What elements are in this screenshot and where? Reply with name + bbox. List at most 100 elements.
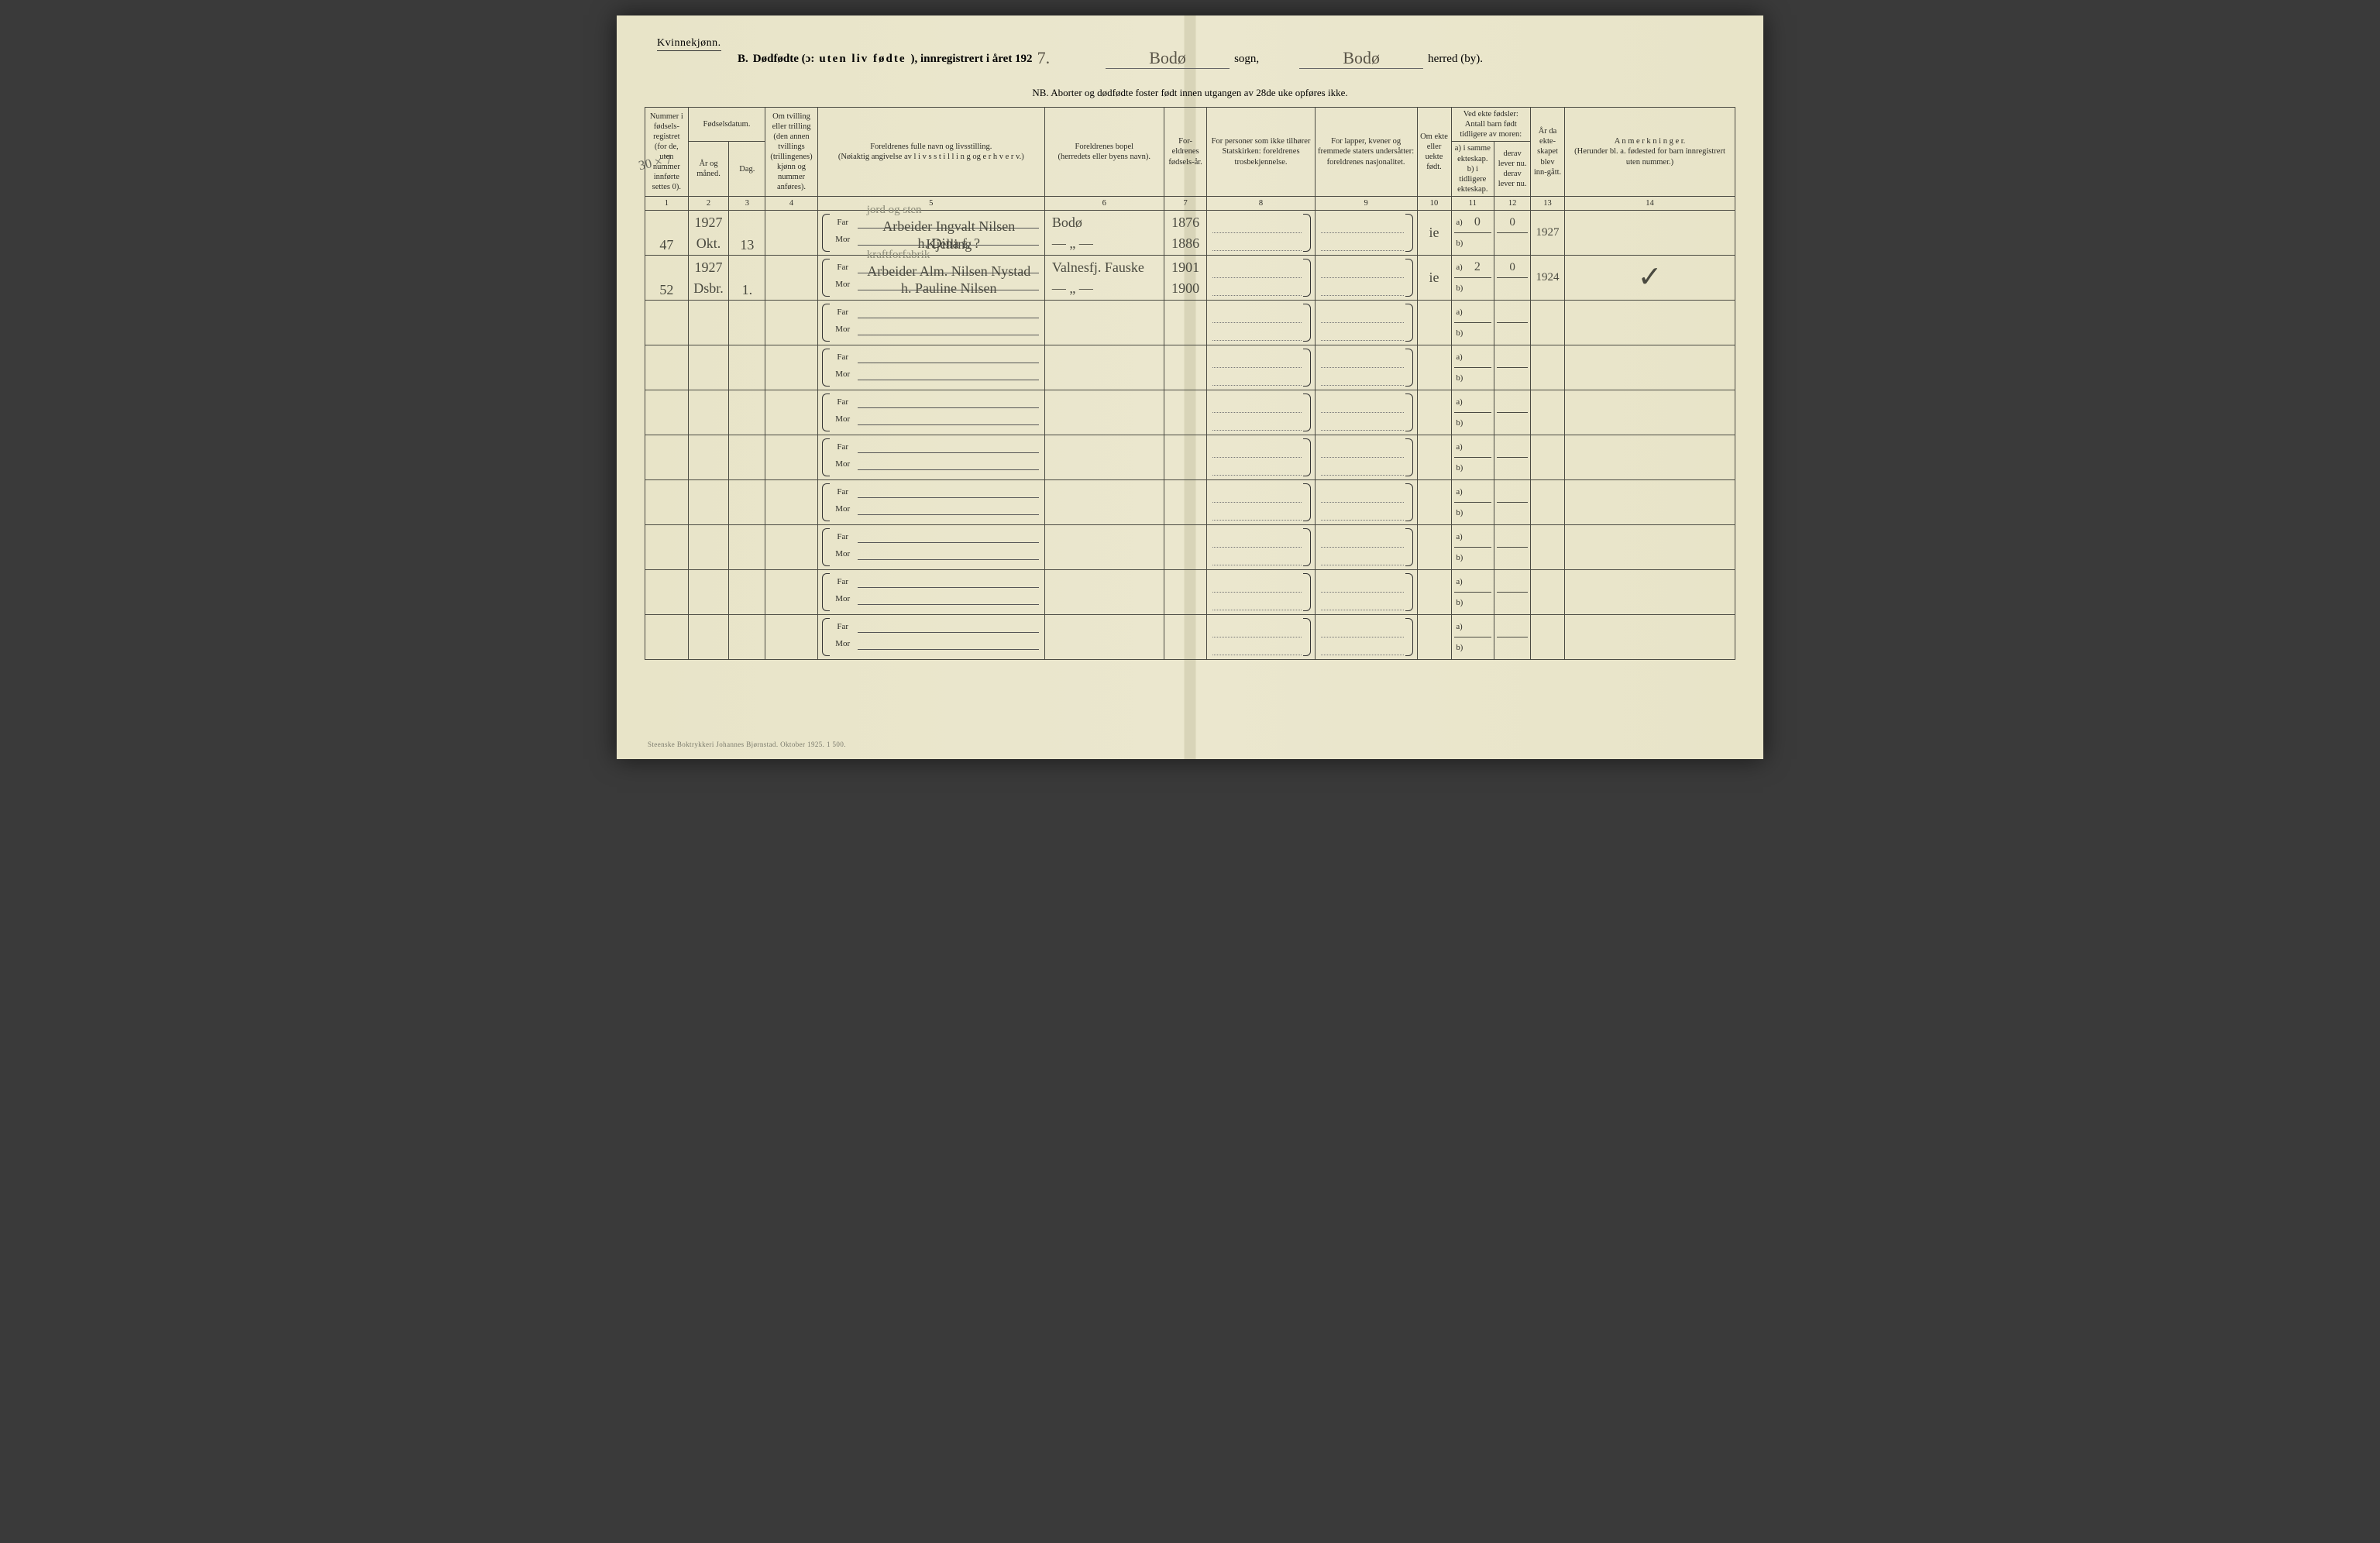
col-7-head: For-eldrenes fødsels-år. — [1164, 108, 1207, 197]
entry-twin — [765, 301, 817, 345]
entry-year-month — [688, 390, 729, 435]
entry-nationality — [1315, 390, 1417, 435]
entry-faith — [1207, 390, 1315, 435]
entry-prev-children: a)2b) — [1451, 256, 1494, 301]
entry-living — [1494, 345, 1531, 390]
col-6-head: Foreldrenes bopel (herredets eller byens… — [1044, 108, 1164, 197]
col-2-head: År og måned. — [688, 142, 729, 197]
entry-twin — [765, 256, 817, 301]
col-11-head: a) i samme ekteskap. b) i tidligere ekte… — [1451, 142, 1494, 197]
entry-prev-children: a)b) — [1451, 390, 1494, 435]
table-head: Nummer i fødsels-registret (for de, uten… — [645, 108, 1735, 211]
entry-year-month — [688, 480, 729, 525]
table-row: Far Mor a)b) — [645, 435, 1735, 480]
entry-prev-children: a)0b) — [1451, 211, 1494, 256]
entry-day — [729, 480, 765, 525]
entry-remarks — [1565, 390, 1735, 435]
entry-faith — [1207, 480, 1315, 525]
entry-residence — [1044, 301, 1164, 345]
entry-number: 47 — [645, 211, 689, 256]
register-table: Nummer i fødsels-registret (for de, uten… — [645, 107, 1735, 660]
entry-year-month — [688, 615, 729, 660]
col-1-head: Nummer i fødsels-registret (for de, uten… — [645, 108, 689, 197]
entry-parent-birthyears — [1164, 480, 1207, 525]
sogn-value: Bodø — [1106, 48, 1230, 69]
entry-day — [729, 301, 765, 345]
entry-day — [729, 435, 765, 480]
entry-twin — [765, 480, 817, 525]
entry-residence — [1044, 570, 1164, 615]
entry-marriage-year — [1531, 435, 1565, 480]
entry-remarks — [1565, 570, 1735, 615]
entry-parents: Far Mor — [817, 525, 1044, 570]
entry-faith — [1207, 525, 1315, 570]
entry-parents: Far Mor — [817, 435, 1044, 480]
entry-remarks — [1565, 435, 1735, 480]
entry-parents: Far Mor — [817, 480, 1044, 525]
entry-parent-birthyears — [1164, 390, 1207, 435]
entry-twin — [765, 211, 817, 256]
entry-legitimate — [1417, 345, 1451, 390]
entry-parent-birthyears — [1164, 570, 1207, 615]
entry-marriage-year — [1531, 615, 1565, 660]
entry-prev-children: a)b) — [1451, 301, 1494, 345]
entry-living — [1494, 525, 1531, 570]
entry-year-month — [688, 345, 729, 390]
entry-nationality — [1315, 256, 1417, 301]
col-1112-head: Ved ekte fødsler: Antall barn født tidli… — [1451, 108, 1531, 142]
entry-nationality — [1315, 301, 1417, 345]
entry-marriage-year — [1531, 570, 1565, 615]
herred-value: Bodø — [1299, 48, 1423, 69]
col-8-head: For personer som ikke tilhører Statskirk… — [1207, 108, 1315, 197]
entry-remarks — [1565, 301, 1735, 345]
entry-number — [645, 480, 689, 525]
entry-parent-birthyears — [1164, 301, 1207, 345]
entry-marriage-year: 1927 — [1531, 211, 1565, 256]
table-row: Far Mor a)b) — [645, 525, 1735, 570]
printer-imprint: Steenske Boktrykkeri Johannes Bjørnstad.… — [648, 741, 846, 748]
entry-faith — [1207, 256, 1315, 301]
entry-parent-birthyears — [1164, 435, 1207, 480]
entry-faith — [1207, 570, 1315, 615]
entry-parents: kraftforfabrik FarArbeider Alm. Nilsen N… — [817, 256, 1044, 301]
table-body: 471927Okt.13 jord og sten FarArbeider In… — [645, 211, 1735, 660]
entry-nationality — [1315, 525, 1417, 570]
entry-residence — [1044, 480, 1164, 525]
entry-nationality — [1315, 570, 1417, 615]
page-header: Kvinnekjønn. B. Dødfødte (ɔ: uten liv fø… — [645, 37, 1735, 84]
entry-living — [1494, 301, 1531, 345]
entry-twin — [765, 390, 817, 435]
entry-legitimate — [1417, 435, 1451, 480]
entry-parents: Far Mor — [817, 615, 1044, 660]
entry-residence — [1044, 345, 1164, 390]
entry-legitimate — [1417, 525, 1451, 570]
entry-year-month — [688, 435, 729, 480]
entry-residence — [1044, 615, 1164, 660]
entry-legitimate — [1417, 615, 1451, 660]
entry-living — [1494, 480, 1531, 525]
entry-marriage-year — [1531, 480, 1565, 525]
entry-day — [729, 390, 765, 435]
col-12-head: derav lever nu. derav lever nu. — [1494, 142, 1531, 197]
entry-prev-children: a)b) — [1451, 345, 1494, 390]
nb-note: NB. Aborter og dødfødte foster født inne… — [645, 87, 1735, 99]
entry-nationality — [1315, 345, 1417, 390]
entry-residence — [1044, 390, 1164, 435]
entry-faith — [1207, 435, 1315, 480]
entry-twin — [765, 435, 817, 480]
entry-parent-birthyears — [1164, 345, 1207, 390]
gender-label: Kvinnekjønn. — [657, 37, 721, 51]
entry-twin — [765, 525, 817, 570]
entry-living: 0 — [1494, 211, 1531, 256]
entry-remarks — [1565, 211, 1735, 256]
entry-parents: Far Mor — [817, 570, 1044, 615]
column-number-row: 1 2 3 4 5 6 7 8 9 10 11 12 13 14 — [645, 197, 1735, 211]
entry-remarks — [1565, 525, 1735, 570]
col-5-head: Foreldrenes fulle navn og livsstilling. … — [817, 108, 1044, 197]
col-14-head: A n m e r k n i n g e r. (Herunder bl. a… — [1565, 108, 1735, 197]
entry-number — [645, 301, 689, 345]
entry-marriage-year — [1531, 525, 1565, 570]
entry-number — [645, 390, 689, 435]
entry-residence: Bodø— „ — — [1044, 211, 1164, 256]
entry-prev-children: a)b) — [1451, 480, 1494, 525]
